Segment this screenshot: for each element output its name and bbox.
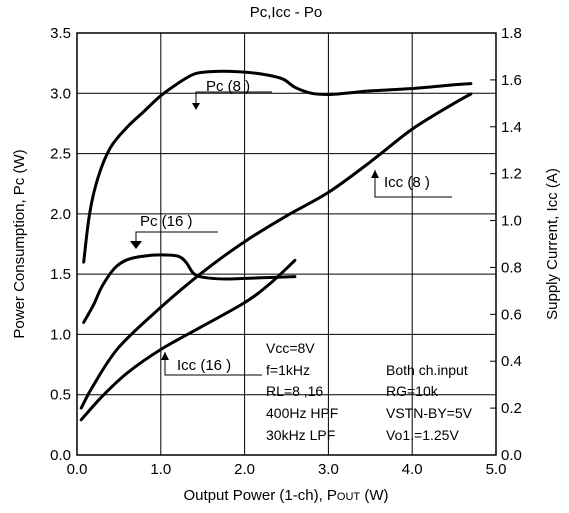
x-tick-label: 4.0 [402, 461, 423, 478]
condition-input: Both ch.input [386, 362, 468, 378]
left-y-tick-label: 1.5 [50, 266, 71, 283]
left-y-tick-label: 1.0 [50, 326, 71, 343]
series-lines [79, 69, 473, 422]
pc-16-label: Pc (16 ) [140, 213, 193, 230]
condition-rl: RL=8 ,16 [266, 383, 323, 399]
right-y-tick-label: 1.2 [501, 166, 522, 183]
icc-16-line [79, 258, 297, 422]
right-y-tick-label: 0.6 [501, 306, 522, 323]
chart-title: Pc,Icc - Po [250, 4, 323, 21]
pc-8-label: Pc (8 ) [206, 78, 250, 95]
icc-8-label: Icc (8 ) [384, 174, 430, 191]
x-tick-label: 0.0 [67, 461, 88, 478]
x-tick-label: 3.0 [318, 461, 339, 478]
right-y-tick-label: 0.2 [501, 400, 522, 417]
x-tick-label: 1.0 [150, 461, 171, 478]
left-y-axis-ticks: 0.0 0.5 1.0 1.5 2.0 2.5 3.0 3.5 [50, 25, 71, 464]
condition-vcc: Vcc=8V [266, 340, 315, 356]
pc-16-callout: Pc (16 ) [130, 213, 218, 249]
left-y-tick-label: 0.0 [50, 447, 71, 464]
right-y-tick-label: 0.0 [501, 447, 522, 464]
condition-freq: f=1kHz [266, 362, 310, 378]
right-y-tick-label: 0.4 [501, 353, 522, 370]
left-y-tick-label: 3.0 [50, 85, 71, 102]
left-y-tick-label: 2.5 [50, 146, 71, 163]
left-y-tick-label: 0.5 [50, 387, 71, 404]
right-y-axis-label: Supply Current, Icc (A) [544, 168, 561, 320]
right-y-tick-label: 1.4 [501, 119, 522, 136]
left-y-tick-label: 2.0 [50, 206, 71, 223]
right-y-tick-label: 1.0 [501, 213, 522, 230]
conditions-right: Both ch.input RG=10k VSTN-BY=5V Vo1.=1.2… [386, 362, 473, 443]
x-axis-ticks: 0.0 1.0 2.0 3.0 4.0 5.0 [67, 461, 507, 478]
right-y-axis-ticks: 0.0 0.2 0.4 0.6 0.8 1.0 1.2 1.4 1.6 1.8 [490, 25, 522, 464]
right-y-tick-label: 0.8 [501, 259, 522, 276]
condition-hpf: 400Hz HPF [266, 405, 338, 421]
x-tick-label: 5.0 [486, 461, 507, 478]
icc-16-label: Icc (16 ) [177, 357, 231, 374]
x-axis-label: Output Power (1-ch), POUT (W) [184, 487, 389, 504]
pc-8-callout: Pc (8 ) [192, 78, 272, 110]
condition-rg: RG=10k [386, 383, 439, 399]
right-y-tick-label: 1.8 [501, 25, 522, 42]
left-y-tick-label: 3.5 [50, 25, 71, 42]
pc-8-line [82, 69, 473, 264]
plot-frame [76, 32, 497, 456]
right-y-tick-label: 1.6 [501, 72, 522, 89]
conditions-left: Vcc=8V f=1kHz RL=8 ,16 400Hz HPF 30kHz L… [266, 340, 338, 443]
condition-vo1: Vo1.=1.25V [386, 427, 459, 443]
left-y-axis-label: Power Consumption, Pc (W) [11, 149, 28, 338]
grid [77, 33, 496, 455]
condition-vstnby: VSTN-BY=5V [386, 405, 473, 421]
x-tick-label: 2.0 [234, 461, 255, 478]
icc-8-callout: Icc (8 ) [371, 170, 452, 198]
icc-8-line [79, 92, 473, 410]
condition-lpf: 30kHz LPF [266, 427, 335, 443]
icc-16-callout: Icc (16 ) [161, 352, 262, 376]
pc-16-line [82, 253, 297, 324]
